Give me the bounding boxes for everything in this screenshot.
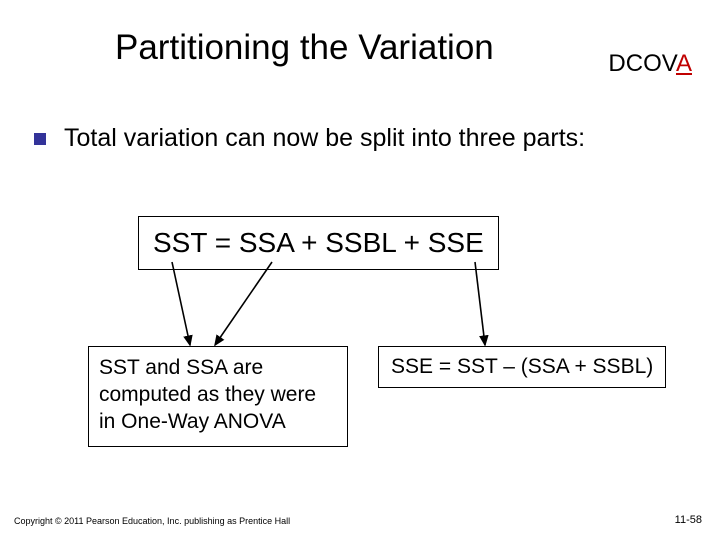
bullet-text: Total variation can now be split into th… xyxy=(64,124,585,153)
arrow-sst xyxy=(172,262,190,345)
connector-arrows xyxy=(0,0,720,540)
arrow-ssa xyxy=(215,262,272,345)
square-bullet-icon xyxy=(34,133,46,145)
dcova-accent: A xyxy=(676,50,692,77)
dcova-prefix: DCOV xyxy=(608,50,676,77)
copyright-text: Copyright © 2011 Pearson Education, Inc.… xyxy=(14,516,290,526)
page-number: 11-58 xyxy=(675,514,702,526)
dcova-label: DCOVA xyxy=(608,50,692,78)
arrow-sse xyxy=(475,262,485,345)
note-left-line3: in One-Way ANOVA xyxy=(99,409,333,436)
page-title: Partitioning the Variation xyxy=(115,28,494,68)
note-left-line1: SST and SSA are xyxy=(99,355,333,382)
note-left-line2: computed as they were xyxy=(99,382,333,409)
note-box-left: SST and SSA are computed as they were in… xyxy=(88,346,348,447)
equation-box: SST = SSA + SSBL + SSE xyxy=(138,216,499,270)
bullet-row: Total variation can now be split into th… xyxy=(34,124,585,153)
note-box-right: SSE = SST – (SSA + SSBL) xyxy=(378,346,666,388)
